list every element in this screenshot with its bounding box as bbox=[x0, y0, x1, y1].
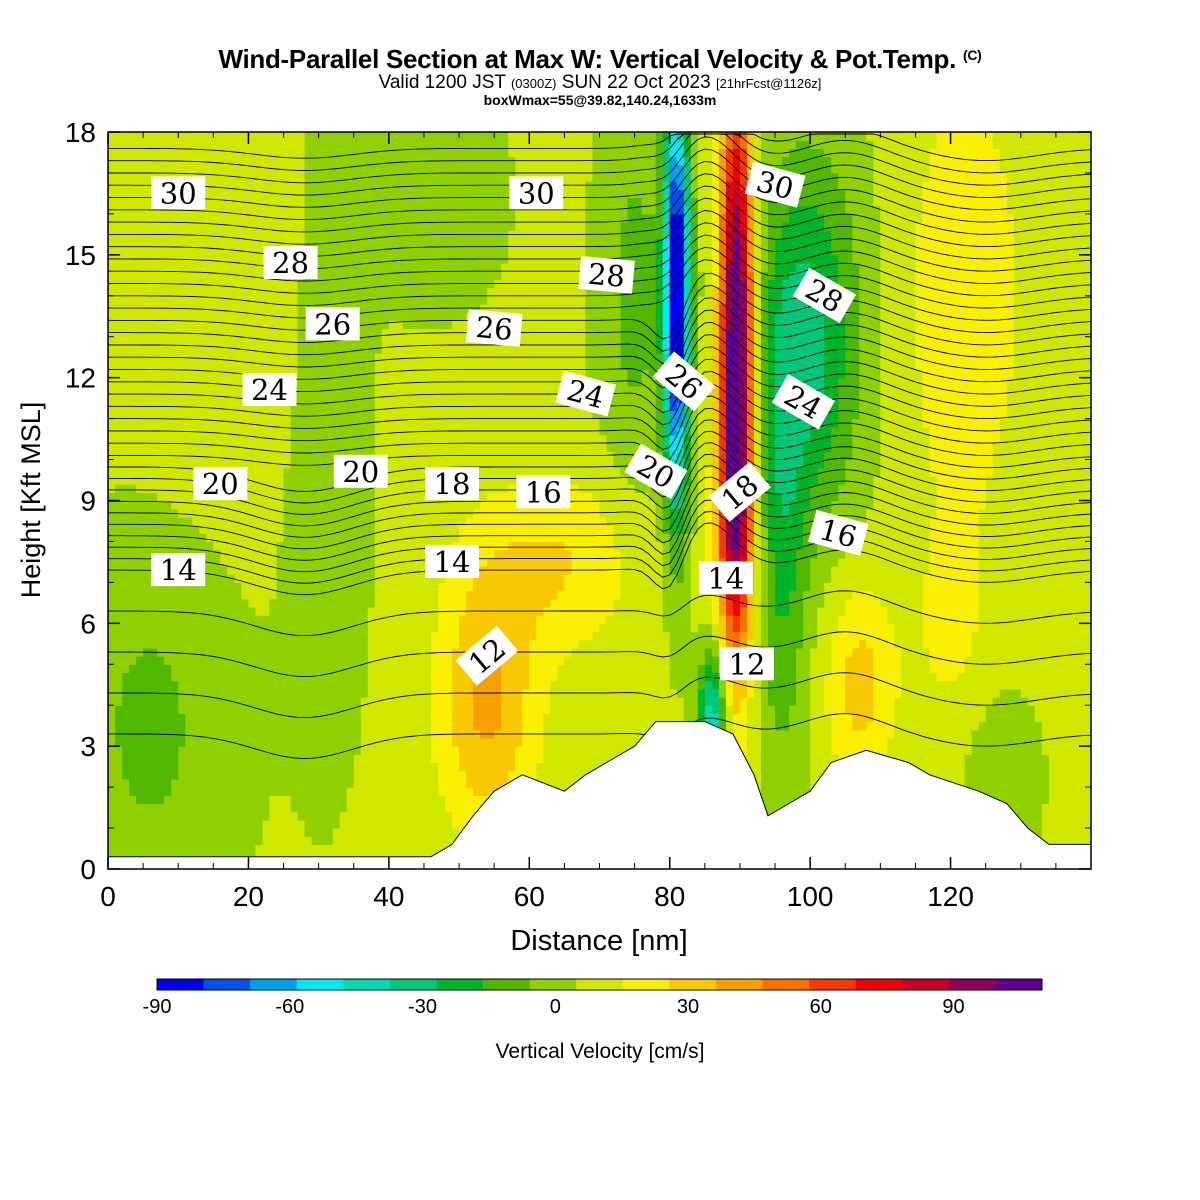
colorbar-swatch bbox=[343, 979, 391, 990]
colorbar-tick-label: 60 bbox=[810, 996, 832, 1018]
colorbar-frame bbox=[156, 978, 1043, 991]
colorbar-swatch bbox=[809, 979, 856, 990]
colorbar-tick-label: -90 bbox=[143, 996, 172, 1018]
theta-label: 20 bbox=[333, 454, 388, 489]
colorbar-label: Vertical Velocity [cm/s] bbox=[496, 1040, 705, 1063]
colorbar-swatch bbox=[902, 979, 950, 990]
colorbar-swatch bbox=[948, 979, 996, 990]
x-tick-label: 60 bbox=[514, 881, 545, 912]
y-tick-label: 12 bbox=[65, 363, 96, 394]
axes: 0 20 40 60 80 100 120 0 3 6 9 12 15 18 bbox=[65, 117, 1091, 912]
colorbar-swatch bbox=[389, 979, 437, 990]
theta-label: 12 bbox=[720, 647, 774, 681]
theta-label: 14 bbox=[698, 561, 753, 595]
colorbar-swatch bbox=[203, 979, 251, 990]
colorbar-swatch bbox=[483, 979, 530, 990]
colorbar-swatch bbox=[250, 979, 298, 990]
y-tick-label: 0 bbox=[80, 854, 96, 885]
theta-label: 30 bbox=[509, 176, 564, 210]
colorbar-swatch bbox=[855, 979, 903, 990]
theta-label: 14 bbox=[425, 544, 479, 579]
x-tick-label: 20 bbox=[233, 881, 264, 912]
colorbar-swatch bbox=[715, 979, 763, 990]
colorbar-tick-label: -60 bbox=[275, 996, 304, 1018]
theta-label: 20 bbox=[624, 443, 688, 500]
terrain-mask bbox=[107, 721, 1092, 870]
colorbar-swatch bbox=[995, 979, 1043, 990]
colorbar-swatch bbox=[762, 979, 810, 990]
x-tick-label: 120 bbox=[927, 881, 974, 912]
colorbar-tick-label: -30 bbox=[408, 996, 437, 1018]
theta-label: 20 bbox=[193, 467, 248, 501]
colorbar-swatch bbox=[529, 979, 577, 990]
y-tick-label: 6 bbox=[80, 608, 96, 639]
y-tick-label: 15 bbox=[65, 240, 96, 271]
y-axis-label: Height [Kft MSL] bbox=[16, 402, 46, 599]
theta-label: 18 bbox=[425, 467, 479, 501]
chart-title: Wind-Parallel Section at Max W: Vertical… bbox=[218, 44, 982, 74]
theta-label: 28 bbox=[578, 256, 635, 294]
theta-label: 18 bbox=[708, 461, 771, 522]
colorbar-swatch bbox=[157, 979, 204, 990]
theta-label: 16 bbox=[516, 475, 571, 509]
x-tick-label: 40 bbox=[373, 881, 404, 912]
theta-label: 24 bbox=[242, 373, 297, 407]
x-tick-label: 80 bbox=[654, 881, 685, 912]
colorbar: -90 -60 -30 0 30 60 90 bbox=[143, 978, 1043, 1018]
theta-label: 28 bbox=[263, 246, 318, 280]
y-tick-label: 9 bbox=[80, 486, 96, 517]
colorbar-tick-label: 30 bbox=[677, 996, 699, 1018]
x-tick-label: 0 bbox=[100, 881, 116, 912]
colorbar-swatch bbox=[622, 979, 670, 990]
colorbar-tick-label: 90 bbox=[942, 996, 964, 1018]
colorbar-swatch bbox=[296, 979, 344, 990]
x-axis-label: Distance [nm] bbox=[510, 925, 687, 957]
colorbar-swatch bbox=[669, 979, 717, 990]
y-tick-label: 3 bbox=[80, 731, 96, 762]
box-wmax-info: boxWmax=55@39.82,140.24,1633m bbox=[483, 92, 717, 108]
theta-label: 30 bbox=[151, 176, 206, 210]
theta-label: 24 bbox=[555, 370, 616, 417]
colorbar-swatch bbox=[576, 979, 624, 990]
y-tick-label: 18 bbox=[65, 117, 96, 148]
theta-label: 26 bbox=[465, 309, 523, 347]
chart-subtitle: Valid 1200 JST (0300Z) SUN 22 Oct 2023 [… bbox=[378, 72, 822, 93]
theta-label: 26 bbox=[305, 307, 360, 341]
x-tick-label: 100 bbox=[787, 881, 834, 912]
theta-label: 14 bbox=[151, 553, 206, 587]
colorbar-tick-label: 0 bbox=[550, 996, 561, 1018]
colorbar-swatch bbox=[436, 979, 484, 990]
